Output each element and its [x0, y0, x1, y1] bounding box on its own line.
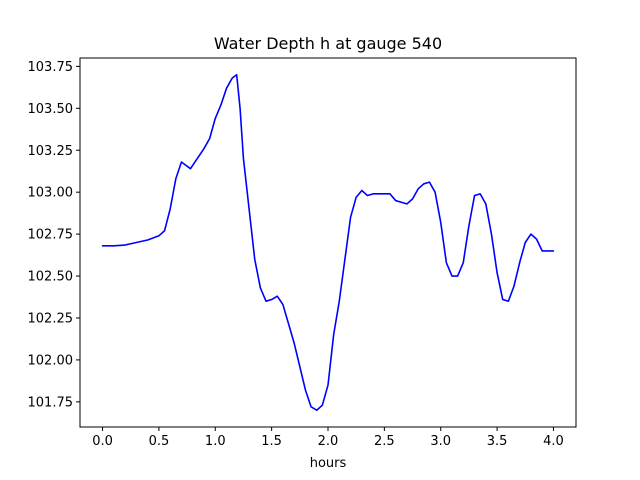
axes: 0.0 0.5 1.0 1.5 2.0 2.5 3.0 3.5 4.0 101.75 102.00 1…: [28, 57, 577, 449]
x-tick-label: 1.0: [205, 434, 226, 449]
y-tick-label: 103.25: [28, 144, 74, 159]
x-tick-label: 2.0: [318, 434, 339, 449]
x-tick-label: 3.5: [487, 434, 508, 449]
y-tick-label: 103.50: [28, 102, 74, 117]
x-tick-label: 0.0: [92, 434, 113, 449]
chart-title: Water Depth h at gauge 540: [214, 34, 442, 53]
y-tick-label: 102.50: [28, 270, 74, 285]
x-tick-label: 1.5: [261, 434, 282, 449]
y-tick-label: 102.25: [28, 311, 74, 326]
x-tick-label: 3.0: [430, 434, 451, 449]
x-tick-label: 2.5: [374, 434, 395, 449]
plot-area: [101, 73, 555, 412]
y-tick-label: 102.75: [28, 228, 74, 243]
x-tick-label: 4.0: [543, 434, 564, 449]
x-axis-label: hours: [310, 456, 347, 471]
y-tick-label: 103.00: [28, 186, 74, 201]
y-tick-label: 103.75: [28, 60, 74, 75]
series-line-0: [101, 73, 555, 412]
x-tick-label: 0.5: [149, 434, 170, 449]
y-tick-label: 102.00: [28, 353, 74, 368]
y-tick-label: 101.75: [28, 395, 74, 410]
